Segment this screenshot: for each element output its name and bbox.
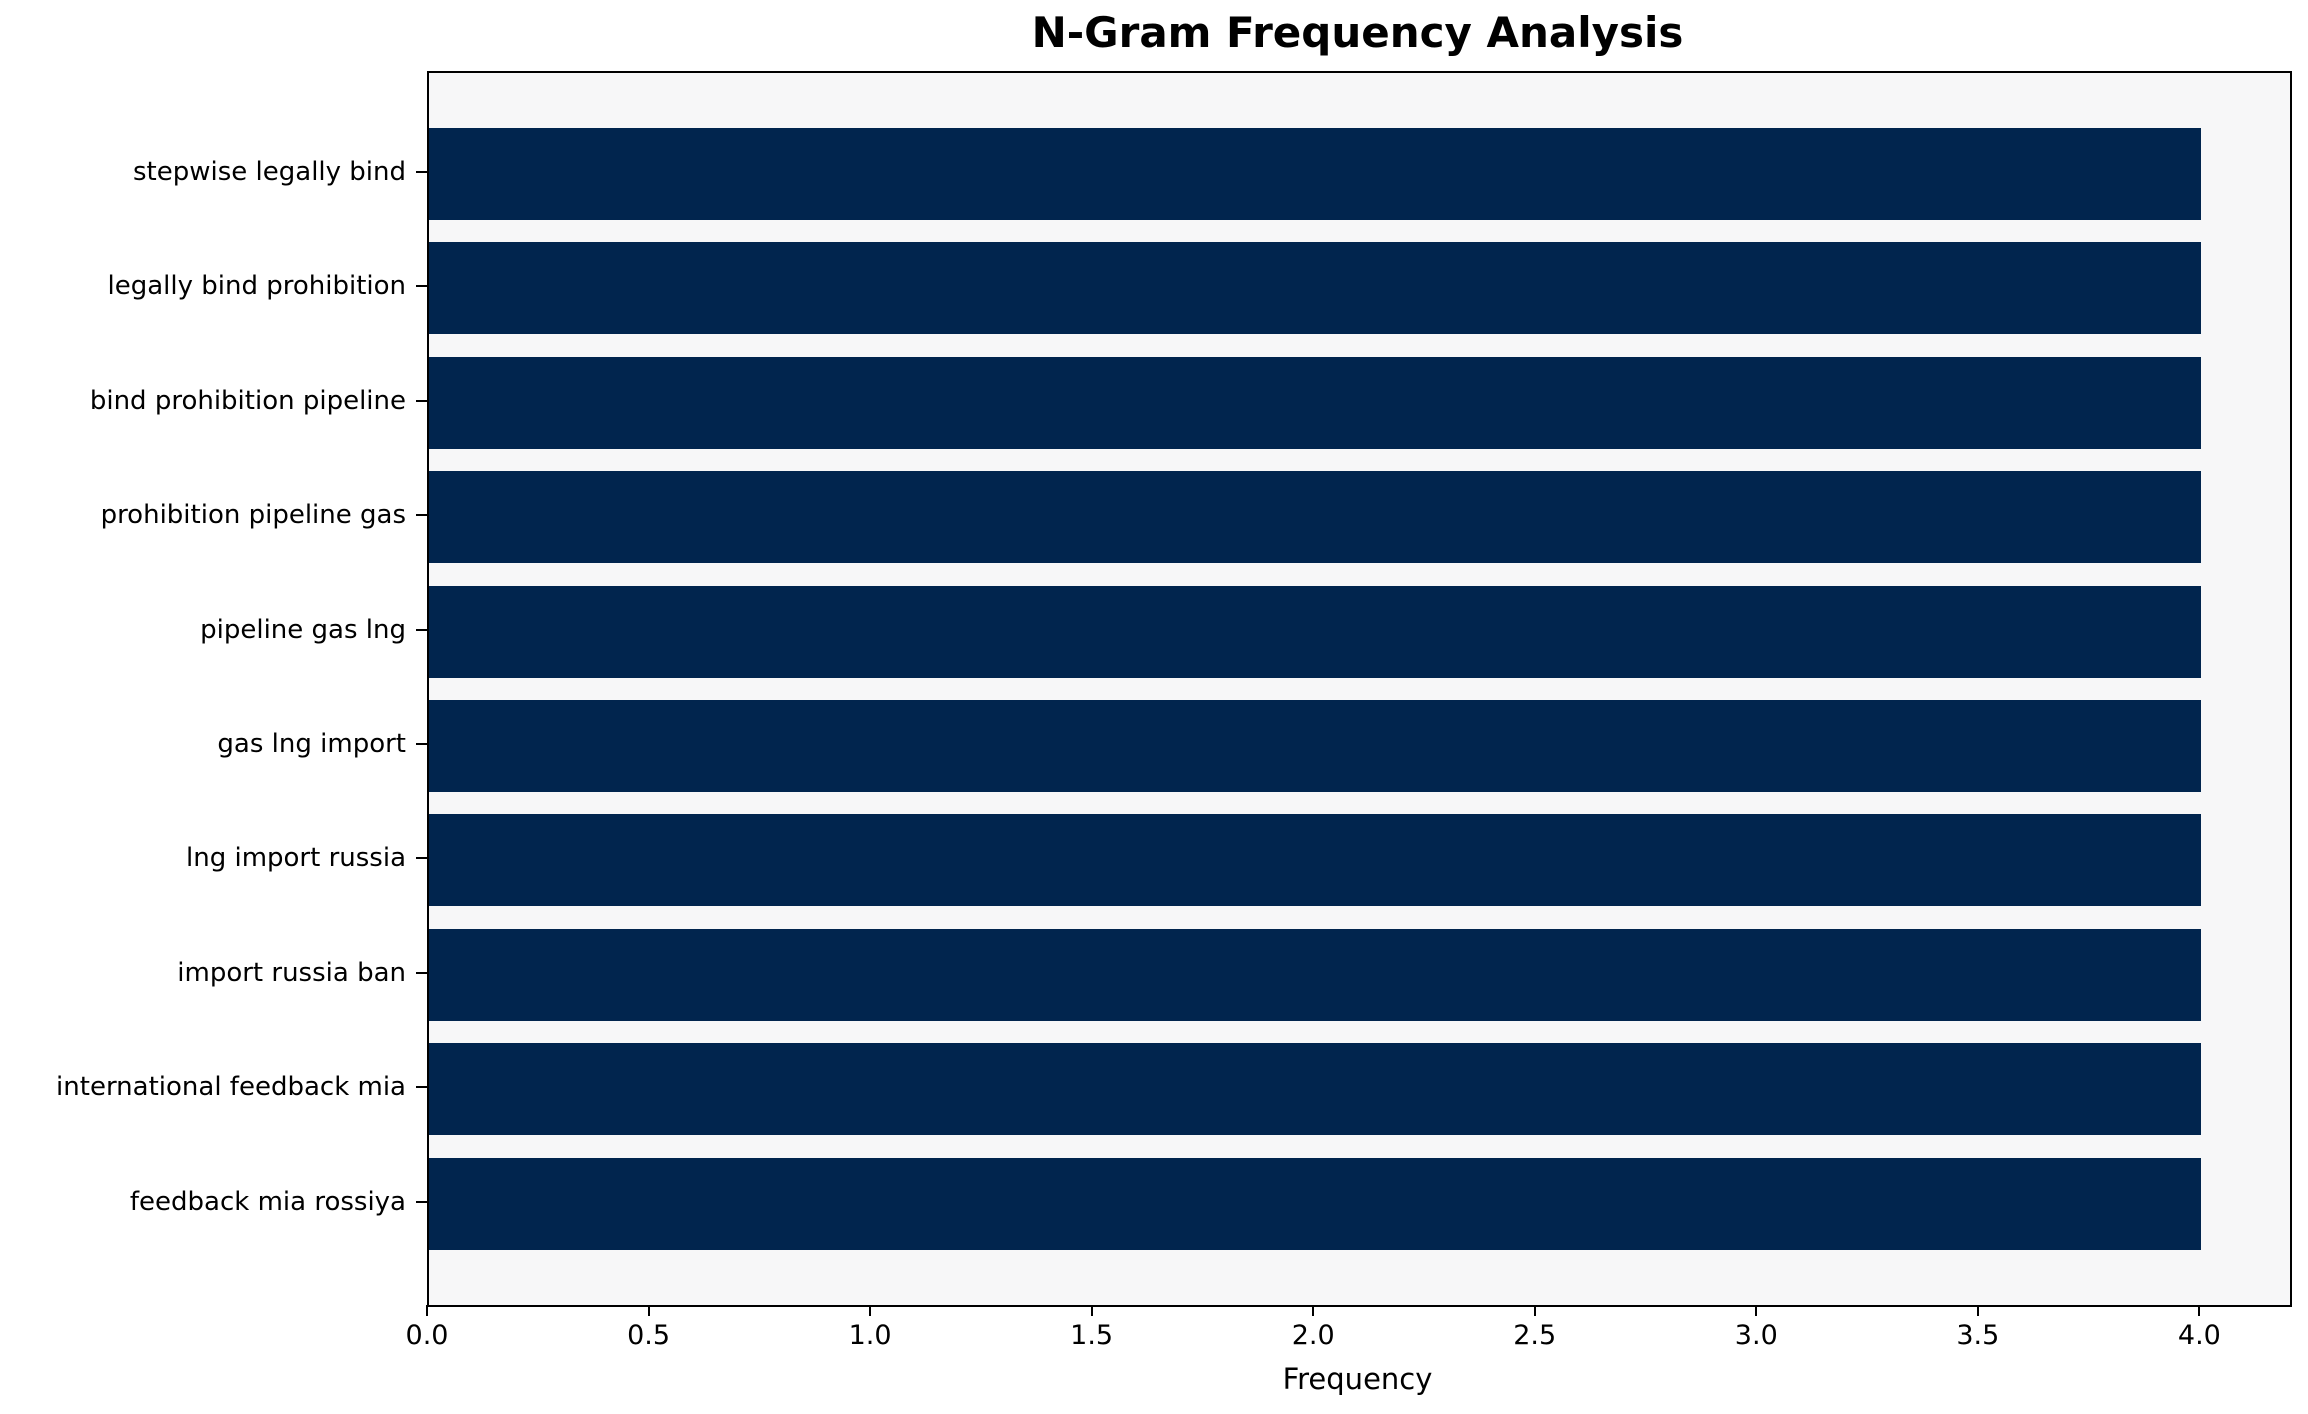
bar [429, 700, 2202, 792]
bar [429, 1157, 2202, 1250]
x-tick-mark [426, 1305, 428, 1316]
x-tick-label: 2.5 [1513, 1320, 1557, 1351]
x-tick-label: 0.5 [627, 1320, 671, 1351]
bar [429, 471, 2202, 564]
y-tick-label: stepwise legally bind [133, 157, 406, 187]
chart-title: N-Gram Frequency Analysis [1031, 8, 1684, 57]
x-tick-mark [1976, 1305, 1979, 1316]
y-tick-mark [416, 1200, 427, 1203]
x-tick-mark [1090, 1305, 1093, 1316]
bar [429, 814, 2202, 907]
x-tick-label: 4.0 [2177, 1320, 2221, 1351]
x-tick-mark [1533, 1305, 1536, 1316]
bar [429, 928, 2202, 1021]
y-tick-mark [416, 1086, 427, 1089]
bar [429, 242, 2202, 335]
y-tick-mark [416, 514, 427, 517]
x-tick-mark [1755, 1305, 1758, 1316]
y-tick-label: international feedback mia [56, 1072, 406, 1103]
x-tick-label: 0.0 [405, 1320, 449, 1351]
y-tick-mark [416, 171, 427, 173]
x-tick-mark [2198, 1305, 2201, 1316]
plot-area [427, 71, 2292, 1307]
x-tick-mark [647, 1305, 650, 1316]
x-tick-mark [1312, 1305, 1315, 1316]
y-tick-label: gas lng import [217, 729, 406, 759]
y-tick-label: import russia ban [177, 957, 406, 988]
bar [429, 128, 2202, 220]
y-tick-label: lng import russia [186, 843, 406, 874]
x-tick-label: 3.0 [1734, 1320, 1778, 1351]
bar [429, 1043, 2202, 1136]
y-tick-mark [416, 857, 427, 860]
x-tick-label: 2.0 [1291, 1320, 1335, 1351]
x-tick-mark [869, 1305, 872, 1316]
y-tick-label: pipeline gas lng [200, 614, 406, 645]
y-tick-mark [416, 399, 427, 402]
bar [429, 585, 2202, 678]
y-tick-label: prohibition pipeline gas [100, 500, 406, 531]
y-tick-mark [416, 743, 427, 745]
x-tick-label: 1.5 [1070, 1320, 1114, 1351]
y-tick-mark [416, 285, 427, 288]
bar [429, 356, 2202, 449]
x-axis-label: Frequency [1282, 1362, 1433, 1396]
y-tick-label: legally bind prohibition [107, 271, 407, 302]
y-tick-label: bind prohibition pipeline [89, 385, 406, 416]
y-tick-mark [416, 971, 427, 974]
x-tick-label: 1.0 [848, 1320, 892, 1351]
y-tick-label: feedback mia rossiya [129, 1186, 406, 1217]
y-tick-mark [416, 628, 427, 631]
x-tick-label: 3.5 [1956, 1320, 2000, 1351]
